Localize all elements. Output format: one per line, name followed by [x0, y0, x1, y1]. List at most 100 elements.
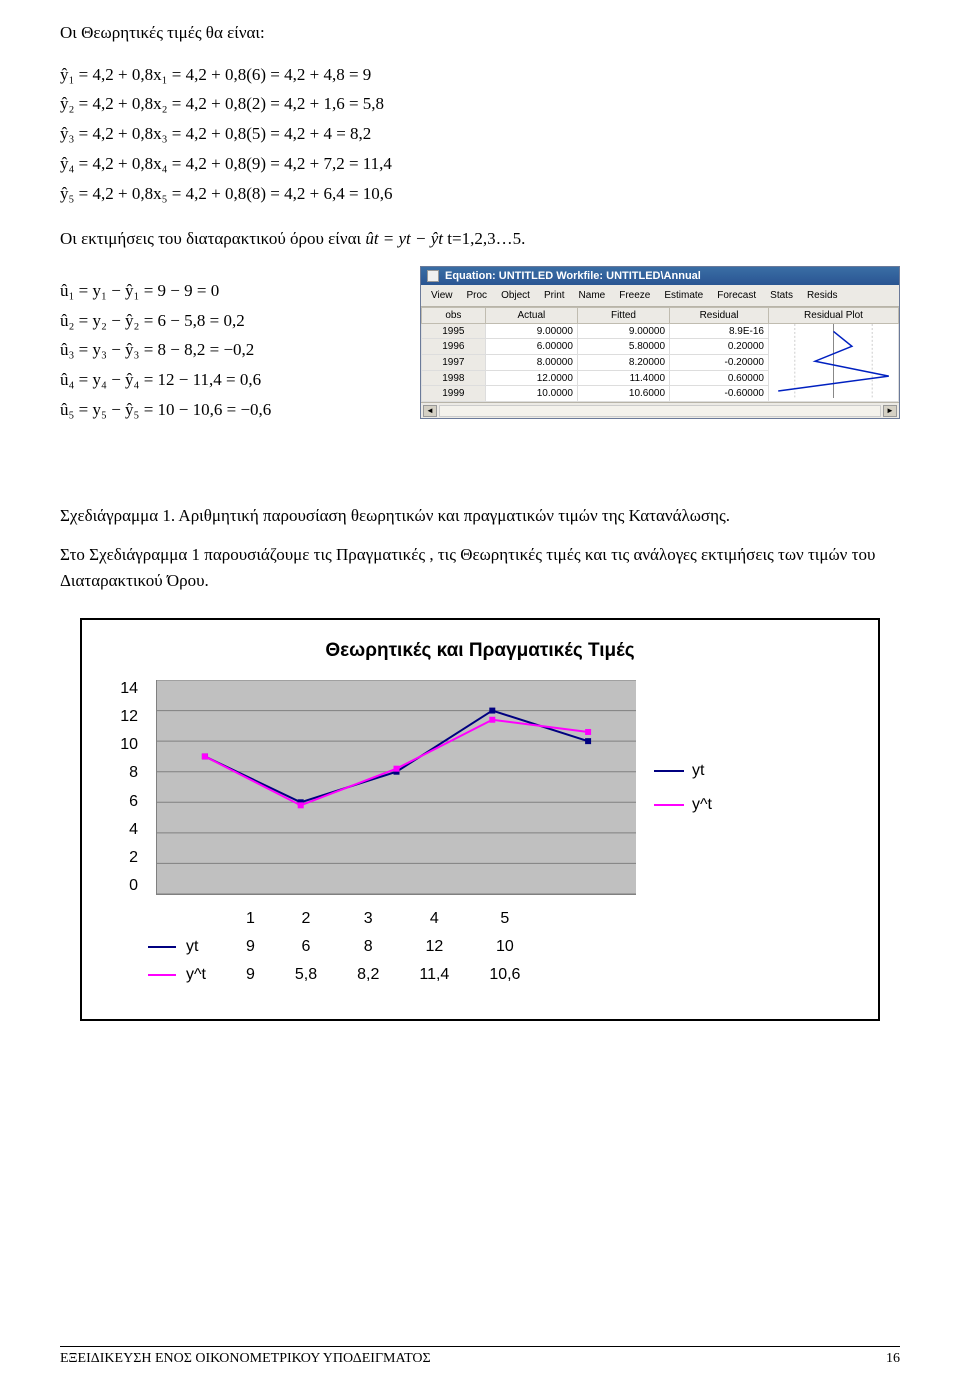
equation-line: û₁ = y₁ − ŷ₁ = 9 − 9 = 0	[60, 276, 271, 306]
heading-theoretical: Οι Θεωρητικές τιμές θα είναι:	[60, 20, 900, 46]
x-tick-label: 4	[399, 905, 469, 933]
y-tick-label: 2	[112, 849, 138, 867]
toolbar-button[interactable]: Print	[538, 287, 571, 304]
toolbar-button[interactable]: Proc	[461, 287, 494, 304]
legend-item: y^t	[654, 796, 712, 814]
table-cell: 9.00000	[577, 323, 669, 339]
eviews-titlebar: Equation: UNTITLED Workfile: UNTITLED\An…	[421, 267, 899, 285]
eviews-table: obsActualFittedResidualResidual Plot 199…	[421, 307, 899, 402]
table-cell: 11.4000	[577, 370, 669, 386]
table-cell: -0.60000	[670, 386, 769, 402]
uhat-equations: û₁ = y₁ − ŷ₁ = 9 − 9 = 0û₂ = y₂ − ŷ₂ = 6…	[60, 276, 271, 425]
scroll-track[interactable]	[439, 405, 881, 417]
toolbar-button[interactable]: Name	[573, 287, 612, 304]
chart-data-table: 12345yt9681210y^t95,88,211,410,6	[148, 905, 540, 989]
toolbar-button[interactable]: Object	[495, 287, 536, 304]
residual-plot-cell	[769, 323, 899, 401]
equation-line: û₂ = y₂ − ŷ₂ = 6 − 5,8 = 0,2	[60, 306, 271, 336]
chart-y-axis: 14121086420	[112, 680, 138, 895]
table-cell: 8.00000	[485, 355, 577, 371]
x-tick-label: 1	[226, 905, 275, 933]
table-cell: 0.60000	[670, 370, 769, 386]
series-label: yt	[148, 933, 226, 961]
table-header: Actual	[485, 307, 577, 323]
x-tick-label: 2	[275, 905, 337, 933]
table-cell: 1997	[422, 355, 486, 371]
equation-line: ŷ₄ = 4,2 + 0,8x₄ = 4,2 + 0,8(9) = 4,2 + …	[60, 149, 900, 179]
equation-line: û₃ = y₃ − ŷ₃ = 8 − 8,2 = −0,2	[60, 335, 271, 365]
series-swatch	[148, 946, 176, 948]
equation-line: û₅ = y₅ − ŷ₅ = 10 − 10,6 = −0,6	[60, 395, 271, 425]
legend-label: y^t	[692, 796, 712, 814]
table-header: obs	[422, 307, 486, 323]
footer-text: ΕΞΕΙΔΙΚΕΥΣΗ ΕΝΟΣ ΟΙΚΟΝΟΜΕΤΡΙΚΟΥ ΥΠΟΔΕΙΓΜ…	[60, 1351, 431, 1367]
scroll-right-icon[interactable]: ►	[883, 405, 897, 417]
series-swatch	[148, 974, 176, 976]
data-cell: 5,8	[275, 961, 337, 989]
eviews-toolbar: ViewProcObjectPrintNameFreezeEstimateFor…	[421, 285, 899, 307]
series-label: y^t	[148, 961, 226, 989]
toolbar-button[interactable]: Estimate	[658, 287, 709, 304]
chart-plot	[156, 680, 636, 895]
eviews-title-text: Equation: UNTITLED Workfile: UNTITLED\An…	[445, 270, 701, 282]
eviews-window: Equation: UNTITLED Workfile: UNTITLED\An…	[420, 266, 900, 419]
yhat-equations: ŷ₁ = 4,2 + 0,8x₁ = 4,2 + 0,8(6) = 4,2 + …	[60, 60, 900, 209]
data-table-row: y^t95,88,211,410,6	[148, 961, 540, 989]
table-cell: 8.9E-16	[670, 323, 769, 339]
x-tick-label: 3	[337, 905, 399, 933]
table-cell: 5.80000	[577, 339, 669, 355]
toolbar-button[interactable]: View	[425, 287, 459, 304]
disturbance-text: Οι εκτιμήσεις του διαταρακτικού όρου είν…	[60, 226, 900, 252]
data-table-row: yt9681210	[148, 933, 540, 961]
table-header: Residual	[670, 307, 769, 323]
y-tick-label: 4	[112, 821, 138, 839]
legend-item: yt	[654, 762, 712, 780]
data-cell: 9	[226, 933, 275, 961]
equation-line: ŷ₅ = 4,2 + 0,8x₅ = 4,2 + 0,8(8) = 4,2 + …	[60, 179, 900, 209]
toolbar-button[interactable]: Stats	[764, 287, 799, 304]
data-cell: 10	[469, 933, 540, 961]
chart-legend: yt y^t	[654, 762, 712, 814]
x-tick-label: 5	[469, 905, 540, 933]
eviews-icon	[427, 270, 439, 282]
data-cell: 6	[275, 933, 337, 961]
table-cell: 12.0000	[485, 370, 577, 386]
table-row: 19959.000009.000008.9E-16	[422, 323, 899, 339]
data-cell: 12	[399, 933, 469, 961]
table-cell: 1998	[422, 370, 486, 386]
toolbar-button[interactable]: Freeze	[613, 287, 656, 304]
table-header: Residual Plot	[769, 307, 899, 323]
table-cell: 9.00000	[485, 323, 577, 339]
equation-line: û₄ = y₄ − ŷ₄ = 12 − 11,4 = 0,6	[60, 365, 271, 395]
y-tick-label: 14	[112, 680, 138, 698]
equation-line: ŷ₃ = 4,2 + 0,8x₃ = 4,2 + 0,8(5) = 4,2 + …	[60, 119, 900, 149]
caption-1: Σχεδιάγραμμα 1. Αριθμητική παρουσίαση θε…	[60, 503, 900, 529]
legend-swatch	[654, 770, 684, 772]
table-cell: 0.20000	[670, 339, 769, 355]
y-tick-label: 12	[112, 708, 138, 726]
table-cell: 8.20000	[577, 355, 669, 371]
eviews-scrollbar[interactable]: ◄ ►	[421, 402, 899, 418]
table-cell: 10.6000	[577, 386, 669, 402]
table-cell: -0.20000	[670, 355, 769, 371]
y-tick-label: 10	[112, 736, 138, 754]
table-cell: 10.0000	[485, 386, 577, 402]
legend-label: yt	[692, 762, 704, 780]
table-cell: 6.00000	[485, 339, 577, 355]
data-cell: 9	[226, 961, 275, 989]
table-cell: 1995	[422, 323, 486, 339]
legend-swatch	[654, 804, 684, 806]
equation-line: ŷ₁ = 4,2 + 0,8x₁ = 4,2 + 0,8(6) = 4,2 + …	[60, 60, 900, 90]
scroll-left-icon[interactable]: ◄	[423, 405, 437, 417]
data-cell: 8	[337, 933, 399, 961]
caption-2: Στο Σχεδιάγραμμα 1 παρουσιάζουμε τις Πρα…	[60, 542, 900, 593]
footer-page: 16	[886, 1351, 900, 1367]
table-cell: 1999	[422, 386, 486, 402]
toolbar-button[interactable]: Forecast	[711, 287, 762, 304]
toolbar-button[interactable]: Resids	[801, 287, 844, 304]
data-cell: 8,2	[337, 961, 399, 989]
chart-container: Θεωρητικές και Πραγματικές Τιμές 1412108…	[80, 618, 880, 1021]
y-tick-label: 8	[112, 764, 138, 782]
data-cell: 10,6	[469, 961, 540, 989]
table-header: Fitted	[577, 307, 669, 323]
